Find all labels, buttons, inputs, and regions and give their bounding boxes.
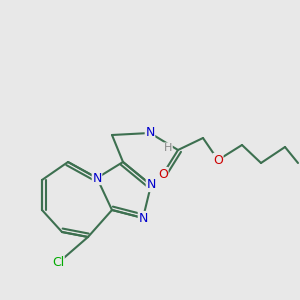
Text: N: N: [146, 178, 156, 191]
Text: Cl: Cl: [52, 256, 64, 269]
Text: N: N: [145, 127, 155, 140]
Text: O: O: [158, 167, 168, 181]
Text: O: O: [213, 154, 223, 166]
Text: H: H: [164, 143, 172, 153]
Text: N: N: [138, 212, 148, 224]
Text: N: N: [92, 172, 102, 184]
